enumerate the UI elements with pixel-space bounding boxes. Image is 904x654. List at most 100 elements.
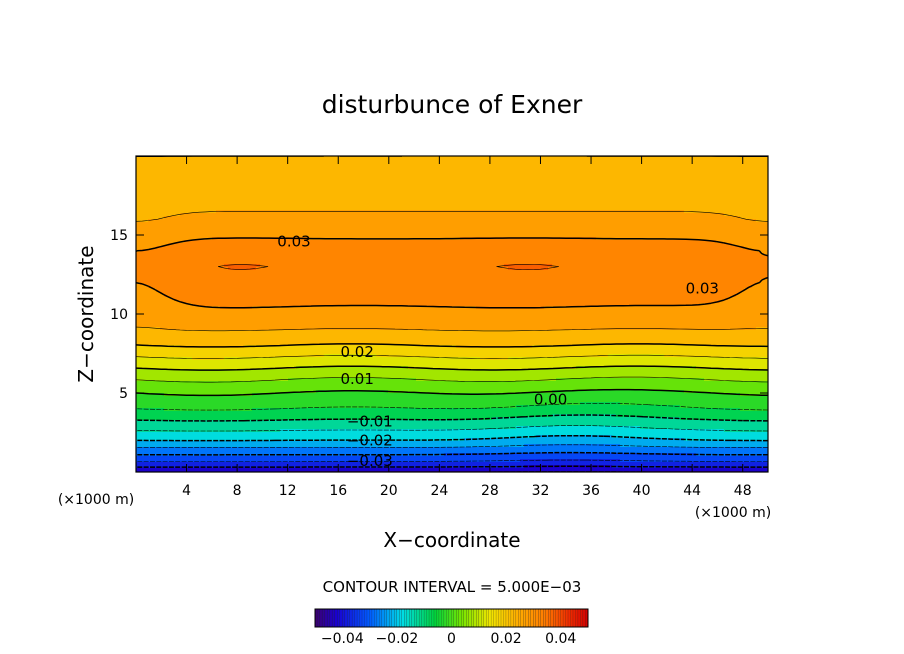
field-cell bbox=[656, 213, 661, 217]
field-cell bbox=[232, 231, 237, 235]
field-cell bbox=[652, 177, 657, 181]
field-cell bbox=[364, 183, 369, 187]
field-cell bbox=[204, 216, 209, 220]
field-cell bbox=[548, 204, 553, 208]
field-cell bbox=[308, 210, 313, 214]
field-cell bbox=[764, 174, 768, 178]
field-cell bbox=[732, 210, 737, 214]
field-cell bbox=[312, 228, 317, 232]
field-cell bbox=[156, 171, 161, 175]
field-cell bbox=[396, 165, 401, 169]
field-cell bbox=[408, 204, 413, 208]
field-cell bbox=[624, 159, 629, 163]
field-cell bbox=[256, 240, 261, 244]
field-cell bbox=[144, 189, 149, 193]
field-cell bbox=[196, 225, 201, 229]
field-cell bbox=[284, 162, 289, 166]
field-cell bbox=[304, 183, 309, 187]
field-cell bbox=[152, 168, 157, 172]
field-cell bbox=[392, 216, 397, 220]
field-cell bbox=[312, 234, 317, 238]
field-cell bbox=[704, 192, 709, 196]
field-cell bbox=[740, 210, 745, 214]
field-cell bbox=[404, 207, 409, 211]
field-cell bbox=[344, 177, 349, 181]
field-cell bbox=[680, 168, 685, 172]
field-cell bbox=[264, 165, 269, 169]
field-cell bbox=[660, 192, 665, 196]
field-cell bbox=[720, 204, 725, 208]
field-cell bbox=[516, 204, 521, 208]
field-cell bbox=[236, 198, 241, 202]
field-cell bbox=[492, 162, 497, 166]
field-cell bbox=[432, 195, 437, 199]
field-cell bbox=[676, 213, 681, 217]
field-cell bbox=[348, 165, 353, 169]
field-cell bbox=[332, 180, 337, 184]
field-cell bbox=[672, 207, 677, 211]
field-cell bbox=[396, 240, 401, 244]
field-cell bbox=[584, 216, 589, 220]
field-cell bbox=[424, 216, 429, 220]
field-cell bbox=[260, 213, 265, 217]
field-cell bbox=[604, 180, 609, 184]
field-cell bbox=[376, 174, 381, 178]
field-cell bbox=[484, 174, 489, 178]
field-cell bbox=[712, 213, 717, 217]
field-cell bbox=[320, 201, 325, 205]
field-cell bbox=[464, 156, 469, 160]
field-cell bbox=[696, 201, 701, 205]
field-cell bbox=[444, 174, 449, 178]
field-cell bbox=[408, 225, 413, 229]
field-cell bbox=[600, 213, 605, 217]
field-cell bbox=[144, 213, 149, 217]
field-cell bbox=[336, 198, 341, 202]
field-cell bbox=[300, 201, 305, 205]
field-cell bbox=[252, 174, 257, 178]
field-cell bbox=[180, 201, 185, 205]
field-cell bbox=[268, 234, 273, 238]
field-cell bbox=[216, 213, 221, 217]
field-cell bbox=[728, 180, 733, 184]
field-cell bbox=[688, 234, 693, 238]
field-cell bbox=[704, 207, 709, 211]
field-cell bbox=[600, 171, 605, 175]
field-cell bbox=[572, 222, 577, 226]
field-cell bbox=[516, 219, 521, 223]
field-cell bbox=[500, 159, 505, 163]
field-cell bbox=[480, 180, 485, 184]
field-cell bbox=[764, 240, 768, 244]
field-cell bbox=[344, 213, 349, 217]
field-cell bbox=[680, 192, 685, 196]
field-cell bbox=[580, 171, 585, 175]
field-cell bbox=[192, 201, 197, 205]
field-cell bbox=[640, 183, 645, 187]
field-cell bbox=[260, 174, 265, 178]
field-cell bbox=[240, 231, 245, 235]
field-cell bbox=[256, 207, 261, 211]
field-cell bbox=[684, 183, 689, 187]
field-cell bbox=[736, 216, 741, 220]
field-cell bbox=[552, 165, 557, 169]
field-cell bbox=[164, 195, 169, 199]
field-cell bbox=[352, 243, 357, 247]
field-cell bbox=[356, 225, 361, 229]
field-cell bbox=[220, 243, 225, 247]
field-cell bbox=[696, 213, 701, 217]
field-cell bbox=[412, 243, 417, 247]
field-cell bbox=[196, 240, 201, 244]
field-cell bbox=[604, 207, 609, 211]
field-cell bbox=[500, 240, 505, 244]
field-cell bbox=[752, 174, 757, 178]
field-cell bbox=[164, 183, 169, 187]
field-cell bbox=[256, 174, 261, 178]
field-cell bbox=[240, 192, 245, 196]
field-cell bbox=[516, 228, 521, 232]
field-cell bbox=[288, 204, 293, 208]
field-cell bbox=[592, 204, 597, 208]
field-cell bbox=[448, 156, 453, 160]
field-cell bbox=[484, 213, 489, 217]
field-cell bbox=[156, 240, 161, 244]
field-cell bbox=[532, 231, 537, 235]
field-cell bbox=[568, 186, 573, 190]
